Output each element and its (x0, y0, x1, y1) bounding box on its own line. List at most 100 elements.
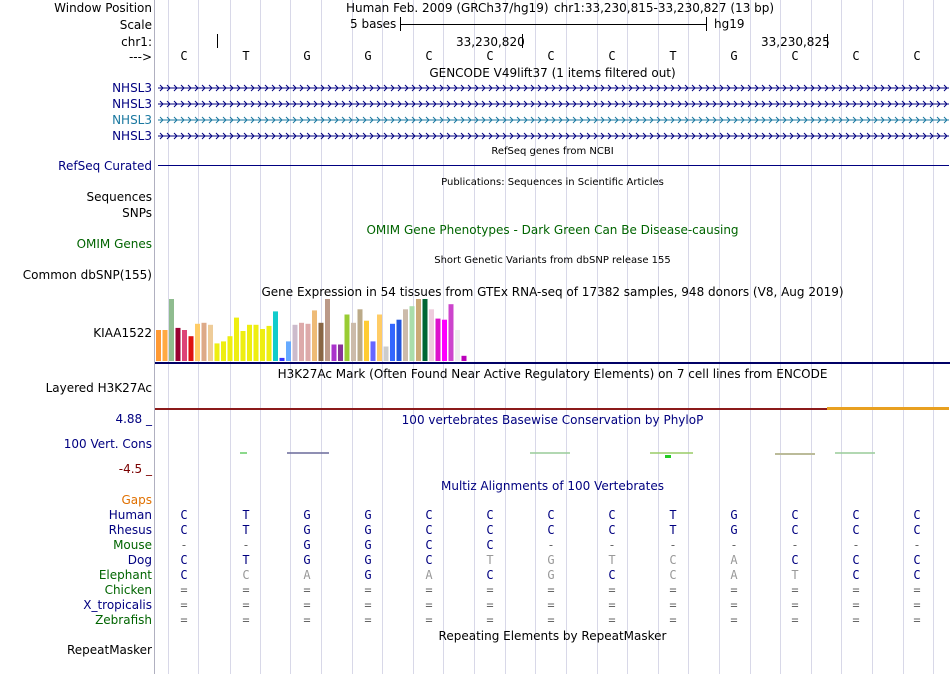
alignment-base: C (913, 523, 921, 537)
alignment-base: A (303, 568, 311, 582)
alignment-base: = (913, 598, 921, 612)
alignment-base: = (669, 583, 677, 597)
gtex-tissue-bar (214, 343, 220, 361)
species-label[interactable]: Dog (127, 553, 152, 567)
gaps-label[interactable]: Gaps (121, 493, 152, 507)
alignment-base: C (425, 523, 433, 537)
alignment-base: C (791, 553, 799, 567)
alignment-base: = (425, 583, 433, 597)
alignment-base: C (180, 523, 188, 537)
phylop-title: 100 vertebrates Basewise Conservation by… (401, 413, 704, 427)
alignment-base: = (608, 598, 616, 612)
species-label[interactable]: X_tropicalis (83, 598, 152, 612)
h3k27ac-label[interactable]: Layered H3K27Ac (45, 381, 152, 395)
alignment-base: T (242, 508, 250, 522)
gtex-tissue-bar (292, 324, 298, 361)
repeatmasker-label[interactable]: RepeatMasker (66, 643, 152, 657)
alignment-base: = (730, 598, 738, 612)
alignment-base: A (425, 568, 433, 582)
alignment-base: = (425, 598, 433, 612)
gencode-track-title[interactable]: GENCODE V49lift37 (1 items filtered out) (429, 66, 676, 80)
grid-line (780, 0, 781, 674)
gencode-gene-feature[interactable] (158, 114, 949, 126)
alignment-base: G (364, 508, 372, 522)
alignment-base: = (364, 598, 372, 612)
reference-base: G (303, 49, 311, 63)
alignment-base: C (791, 508, 799, 522)
alignment-base: = (180, 598, 188, 612)
gtex-tissue-bar (188, 336, 194, 361)
alignment-base: = (180, 613, 188, 627)
species-label[interactable]: Zebrafish (95, 613, 152, 627)
reference-base: G (730, 49, 738, 63)
alignment-base: C (180, 508, 188, 522)
gencode-gene-feature[interactable] (158, 98, 949, 110)
gtex-tissue-bar (273, 311, 278, 361)
gtex-tissue-bar (299, 322, 304, 361)
alignment-base: G (364, 568, 372, 582)
phylop-label[interactable]: 100 Vert. Cons (63, 437, 152, 451)
alignment-base: C (791, 523, 799, 537)
alignment-base: = (547, 583, 555, 597)
alignment-base: = (608, 583, 616, 597)
dbsnp-label[interactable]: Common dbSNP(155) (22, 268, 152, 282)
species-label[interactable]: Rhesus (108, 523, 152, 537)
refseq-label[interactable]: RefSeq Curated (58, 159, 152, 173)
alignment-base: = (242, 583, 250, 597)
grid-line (933, 0, 934, 674)
h3k27ac-signal[interactable] (155, 408, 827, 410)
grid-line (474, 0, 475, 674)
gtex-tissue-bar (331, 344, 337, 361)
alignment-base: = (669, 598, 677, 612)
grid-line (505, 0, 506, 674)
reference-base: T (242, 49, 250, 63)
gtex-tissue-bar (403, 309, 408, 361)
alignment-base: C (852, 523, 860, 537)
h3k27ac-signal[interactable] (827, 407, 949, 410)
gencode-gene-feature[interactable] (158, 82, 949, 94)
omim-title: OMIM Gene Phenotypes - Dark Green Can Be… (366, 223, 739, 237)
phylop-mark (665, 455, 671, 458)
gtex-tissue-bar (240, 331, 246, 361)
scale-db: hg19 (714, 17, 745, 31)
refseq-line[interactable] (158, 165, 949, 166)
alignment-base: C (486, 568, 494, 582)
gencode-gene-feature[interactable] (158, 130, 949, 142)
gencode-gene-label[interactable]: NHSL3 (112, 113, 152, 127)
gtex-tissue-bar (461, 355, 467, 361)
alignment-base: G (303, 553, 311, 567)
gtex-gene-label[interactable]: KIAA1522 (93, 326, 152, 340)
phylop-wiggle[interactable] (155, 446, 950, 462)
species-label[interactable]: Chicken (104, 583, 152, 597)
grid-line (811, 0, 812, 674)
gtex-tissue-bar (156, 330, 161, 361)
gtex-tissue-bar (305, 323, 311, 361)
species-label[interactable]: Elephant (98, 568, 152, 582)
gtex-tissue-bar (312, 310, 317, 361)
publications-sequences-label[interactable]: Sequences (86, 190, 152, 204)
gtex-tissue-bar (357, 309, 363, 361)
omim-label[interactable]: OMIM Genes (76, 237, 152, 251)
species-label[interactable]: Human (108, 508, 152, 522)
reference-base: C (425, 49, 433, 63)
alignment-base: = (303, 583, 311, 597)
position-coords[interactable]: chr1:33,230,815-33,230,827 (13 bp) (554, 1, 775, 15)
gtex-bar-chart[interactable] (155, 298, 555, 362)
alignment-base: = (608, 613, 616, 627)
grid-line (750, 0, 751, 674)
alignment-base: C (180, 553, 188, 567)
gencode-gene-label[interactable]: NHSL3 (112, 129, 152, 143)
gencode-gene-label[interactable]: NHSL3 (112, 81, 152, 95)
alignment-base: = (547, 598, 555, 612)
grid-line (597, 0, 598, 674)
species-label[interactable]: Mouse (113, 538, 152, 552)
alignment-base: - (730, 538, 738, 552)
gtex-tissue-bar (377, 314, 382, 361)
alignment-base: - (913, 538, 921, 552)
alignment-base: C (669, 568, 677, 582)
grid-line (841, 0, 842, 674)
gencode-gene-label[interactable]: NHSL3 (112, 97, 152, 111)
alignment-base: - (180, 538, 188, 552)
repeatmasker-title: Repeating Elements by RepeatMasker (438, 629, 667, 643)
publications-snps-label[interactable]: SNPs (122, 206, 152, 220)
